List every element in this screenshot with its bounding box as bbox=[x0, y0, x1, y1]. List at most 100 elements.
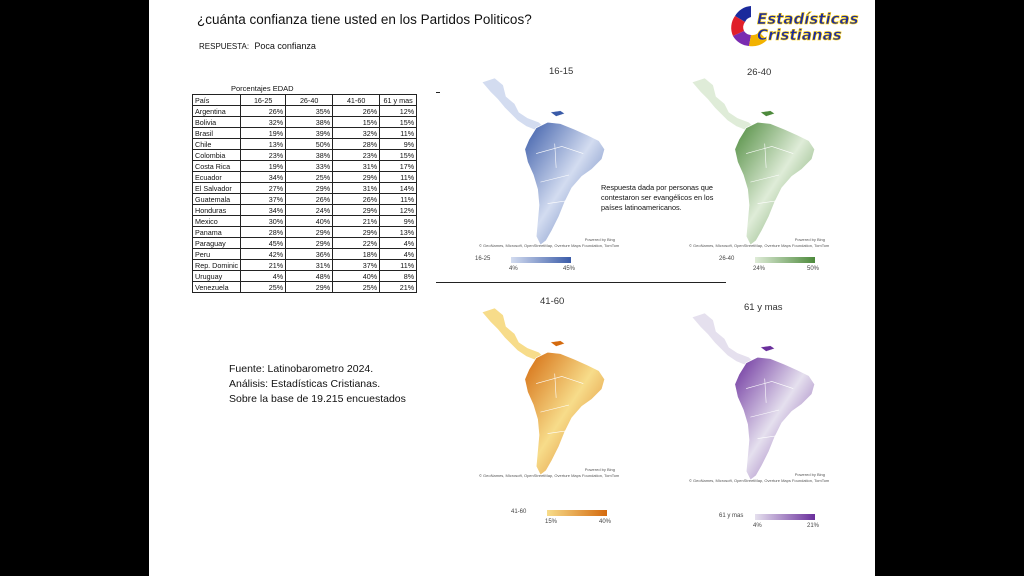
central-america-region bbox=[481, 77, 546, 133]
percent-cell: 11% bbox=[379, 171, 418, 183]
percent-cell: 14% bbox=[379, 182, 418, 194]
powered-by-bing: Powered by Bing bbox=[584, 467, 615, 472]
table-row: Rep. Dominic 21% 31% 37% 11% bbox=[191, 259, 418, 271]
legend-min: 15% bbox=[545, 519, 558, 525]
percent-cell: 19% bbox=[240, 127, 287, 139]
percent-cell: 23% bbox=[240, 149, 287, 161]
caribbean-region bbox=[759, 345, 776, 352]
powered-by-bing: Powered by Bing bbox=[794, 237, 825, 242]
table-row: Bolivia 32% 38% 15% 15% bbox=[191, 116, 418, 128]
percent-cell: 29% bbox=[285, 281, 334, 293]
percent-cell: 36% bbox=[285, 248, 334, 260]
country-borders bbox=[536, 373, 584, 434]
choropleth-map bbox=[481, 77, 606, 246]
percent-cell: 32% bbox=[332, 127, 381, 139]
percent-cell: 45% bbox=[240, 237, 287, 249]
country-cell: Argentina bbox=[191, 105, 242, 117]
percent-cell: 29% bbox=[285, 237, 334, 249]
legend-max: 45% bbox=[563, 266, 576, 272]
percent-cell: 15% bbox=[332, 116, 381, 128]
percent-cell: 4% bbox=[240, 270, 287, 282]
country-cell: Panama bbox=[191, 226, 242, 238]
percent-cell: 29% bbox=[285, 182, 334, 194]
south-america-region bbox=[524, 351, 606, 476]
percent-cell: 25% bbox=[240, 281, 287, 293]
central-america-region bbox=[481, 307, 546, 363]
percent-cell: 4% bbox=[379, 248, 418, 260]
percent-cell: 19% bbox=[240, 160, 287, 172]
percent-cell: 26% bbox=[332, 193, 381, 205]
percent-cell: 12% bbox=[379, 204, 418, 216]
table-row: Argentina 26% 35% 26% 12% bbox=[191, 105, 418, 117]
table-header-row: País 16-25 26-40 41-60 61 y mas bbox=[191, 94, 418, 106]
divider-line bbox=[436, 282, 726, 283]
percent-cell: 28% bbox=[240, 226, 287, 238]
percent-cell: 28% bbox=[332, 138, 381, 150]
legend-name: 61 y mas bbox=[719, 513, 744, 519]
legend-name: 26-40 bbox=[719, 256, 735, 262]
percent-cell: 34% bbox=[240, 204, 287, 216]
response-line: RESPUESTA: Poca confianza bbox=[199, 41, 316, 51]
central-america-region bbox=[691, 77, 756, 133]
map-credit: © GeoNames, Microsoft, OpenStreetMap, Ov… bbox=[689, 478, 830, 483]
percent-cell: 40% bbox=[332, 270, 381, 282]
country-cell: Mexico bbox=[191, 215, 242, 227]
source-line-2: Análisis: Estadísticas Cristianas. bbox=[229, 378, 381, 390]
caribbean-region bbox=[549, 340, 566, 347]
country-borders bbox=[536, 143, 584, 204]
table-row: Ecuador 34% 25% 29% 11% bbox=[191, 171, 418, 183]
response-value: Poca confianza bbox=[254, 41, 316, 51]
percent-cell: 15% bbox=[379, 149, 418, 161]
percent-cell: 21% bbox=[332, 215, 381, 227]
table-row: Mexico 30% 40% 21% 9% bbox=[191, 215, 418, 227]
percent-cell: 33% bbox=[285, 160, 334, 172]
country-cell: Chile bbox=[191, 138, 242, 150]
slide: ¿cuánta confianza tiene usted en los Par… bbox=[149, 0, 875, 576]
country-cell: Guatemala bbox=[191, 193, 242, 205]
map-legend: 41-60 15% 40% bbox=[511, 509, 651, 529]
table-row: Honduras 34% 24% 29% 12% bbox=[191, 204, 418, 216]
percent-cell: 18% bbox=[332, 248, 381, 260]
map-legend: 16-25 4% 45% bbox=[475, 256, 615, 276]
percent-cell: 21% bbox=[379, 281, 418, 293]
percent-cell: 13% bbox=[240, 138, 287, 150]
percent-cell: 25% bbox=[332, 281, 381, 293]
table-header-cell: 16-25 bbox=[240, 94, 287, 106]
percent-cell: 11% bbox=[379, 127, 418, 139]
table-row: El Salvador 27% 29% 31% 14% bbox=[191, 182, 418, 194]
south-america-region bbox=[734, 356, 816, 481]
table-row: Peru 42% 36% 18% 4% bbox=[191, 248, 418, 260]
percent-cell: 23% bbox=[332, 149, 381, 161]
country-cell: Uruguay bbox=[191, 270, 242, 282]
legend-max: 40% bbox=[599, 519, 612, 525]
percent-cell: 32% bbox=[240, 116, 287, 128]
response-label: RESPUESTA: bbox=[199, 42, 250, 51]
map-credit: © GeoNames, Microsoft, OpenStreetMap, Ov… bbox=[479, 243, 620, 248]
percent-cell: 9% bbox=[379, 215, 418, 227]
country-cell: Bolivia bbox=[191, 116, 242, 128]
country-borders bbox=[746, 378, 794, 439]
table-row: Uruguay 4% 48% 40% 8% bbox=[191, 270, 418, 282]
percent-cell: 29% bbox=[332, 226, 381, 238]
age-percentage-table: País 16-25 26-40 41-60 61 y mas Argentina 26% 3… bbox=[191, 94, 418, 293]
table-row: Chile 13% 50% 28% 9% bbox=[191, 138, 418, 150]
logo-text-line1: Estadísticas bbox=[757, 10, 859, 28]
table-header-cell: País bbox=[191, 94, 242, 106]
percent-cell: 8% bbox=[379, 270, 418, 282]
source-line-1: Fuente: Latinobarometro 2024. bbox=[229, 363, 374, 375]
percent-cell: 12% bbox=[379, 105, 418, 117]
legend-min: 4% bbox=[509, 266, 518, 272]
percent-cell: 42% bbox=[240, 248, 287, 260]
table-header-cell: 26-40 bbox=[285, 94, 334, 106]
percent-cell: 13% bbox=[379, 226, 418, 238]
percent-cell: 26% bbox=[332, 105, 381, 117]
map-title: 41-60 bbox=[540, 296, 565, 307]
percent-cell: 35% bbox=[285, 105, 334, 117]
map-credit: © GeoNames, Microsoft, OpenStreetMap, Ov… bbox=[689, 243, 830, 248]
percent-cell: 37% bbox=[332, 259, 381, 271]
percent-cell: 29% bbox=[332, 204, 381, 216]
table-row: Costa Rica 19% 33% 31% 17% bbox=[191, 160, 418, 172]
legend-name: 41-60 bbox=[511, 509, 527, 515]
percent-cell: 25% bbox=[285, 171, 334, 183]
logo-text-line2: Cristianas bbox=[757, 26, 842, 44]
